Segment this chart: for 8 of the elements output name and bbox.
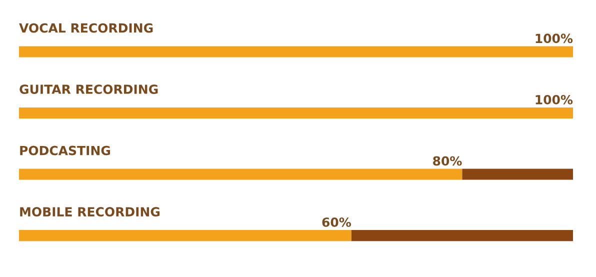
y-tick-label: GUITAR RECORDING — [20, 84, 158, 94]
y-tick-label: VOCAL RECORDING — [19, 23, 153, 33]
y-tick-label: PODCASTING — [20, 146, 110, 156]
y-tick-label: MOBILE RECORDING — [20, 207, 160, 217]
data-label: 100% — [536, 34, 573, 44]
data-label: 60% — [322, 217, 351, 227]
data-label: 80% — [433, 156, 462, 166]
data-label: 100% — [536, 94, 573, 104]
